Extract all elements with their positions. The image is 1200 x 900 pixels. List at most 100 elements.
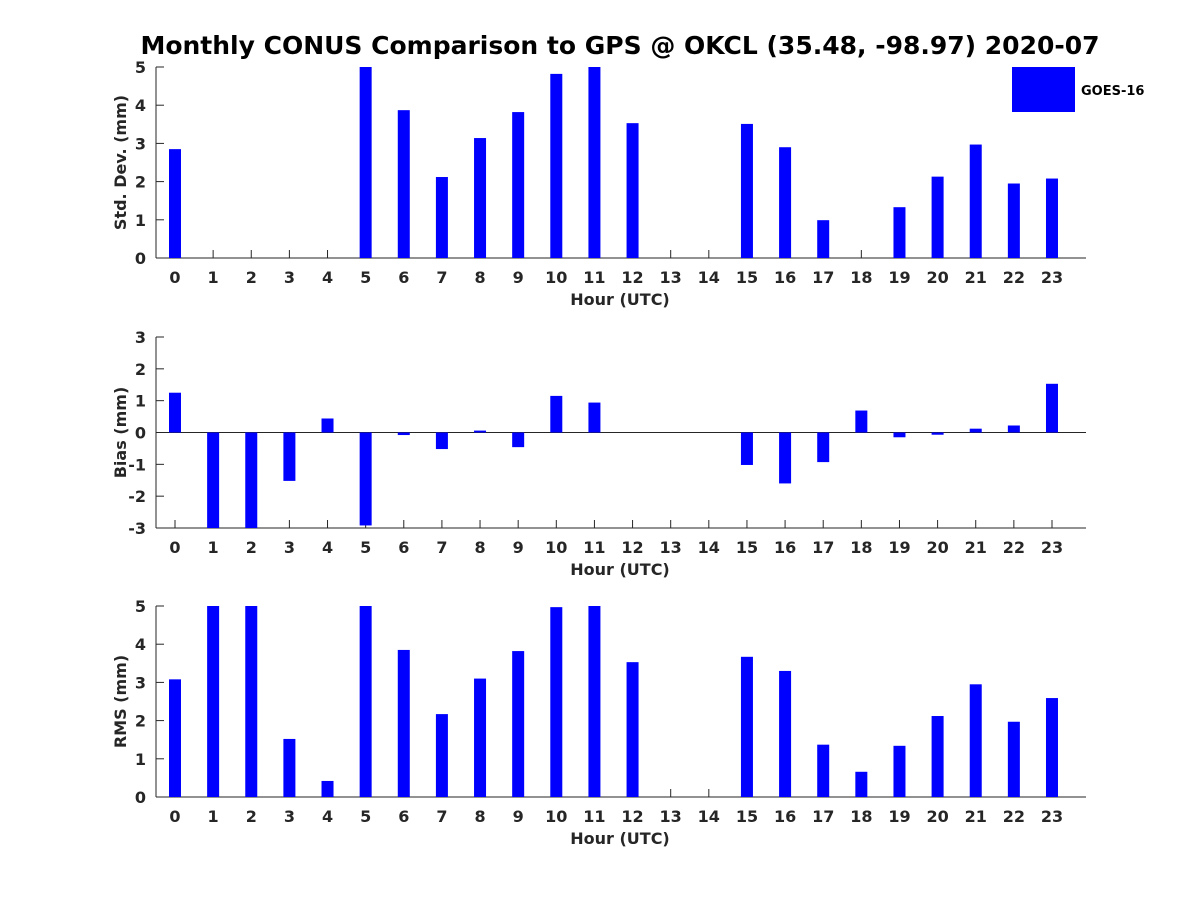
x-tick-label: 4 <box>322 807 333 826</box>
x-tick-label: 14 <box>698 268 720 287</box>
bar-hour-16 <box>779 670 792 797</box>
x-tick-label: 9 <box>513 807 524 826</box>
x-tick-label: 19 <box>888 268 910 287</box>
x-tick-label: 5 <box>360 268 371 287</box>
y-tick-label: 4 <box>135 635 146 654</box>
bar-hour-15 <box>740 432 753 465</box>
x-tick-label: 20 <box>926 807 948 826</box>
y-axis-label: Std. Dev. (mm) <box>111 95 130 230</box>
x-tick-label: 4 <box>322 538 333 557</box>
x-tick-label: 8 <box>474 268 485 287</box>
bar-hour-10 <box>550 395 563 433</box>
x-tick-label: 15 <box>736 807 758 826</box>
bar-hour-21 <box>969 684 982 797</box>
x-tick-label: 4 <box>322 268 333 287</box>
bar-hour-16 <box>779 147 792 258</box>
bar-hour-22 <box>1007 425 1020 433</box>
bar-hour-15 <box>740 656 753 797</box>
x-tick-label: 7 <box>436 538 447 557</box>
bar-hour-10 <box>550 73 563 258</box>
bar-hour-19 <box>893 745 906 797</box>
x-tick-label: 5 <box>360 807 371 826</box>
x-axis-label: Hour (UTC) <box>570 560 670 579</box>
bar-hour-3 <box>283 738 296 797</box>
x-tick-label: 6 <box>398 807 409 826</box>
x-tick-label: 7 <box>436 268 447 287</box>
bar-hour-3 <box>283 432 296 481</box>
x-tick-label: 0 <box>169 538 180 557</box>
x-tick-label: 20 <box>926 268 948 287</box>
x-tick-label: 15 <box>736 268 758 287</box>
x-tick-label: 1 <box>208 807 219 826</box>
bar-hour-20 <box>931 432 944 435</box>
bar-hour-17 <box>817 432 830 463</box>
legend-swatch <box>1012 67 1075 112</box>
x-tick-label: 13 <box>660 807 682 826</box>
x-tick-label: 17 <box>812 807 834 826</box>
x-tick-label: 0 <box>169 807 180 826</box>
x-tick-label: 16 <box>774 807 796 826</box>
bar-hour-18 <box>855 410 868 433</box>
y-tick-label: 2 <box>135 712 146 731</box>
bar-hour-7 <box>435 432 448 450</box>
bar-hour-12 <box>626 662 639 797</box>
x-tick-label: 6 <box>398 268 409 287</box>
x-tick-label: 3 <box>284 268 295 287</box>
x-tick-label: 2 <box>246 538 257 557</box>
bar-hour-11 <box>588 67 601 258</box>
x-tick-label: 13 <box>660 268 682 287</box>
x-tick-label: 12 <box>621 268 643 287</box>
bar-hour-4 <box>321 780 334 797</box>
bar-hour-1 <box>207 606 220 797</box>
bar-hour-20 <box>931 176 944 258</box>
x-tick-label: 16 <box>774 538 796 557</box>
x-tick-label: 18 <box>850 538 872 557</box>
bar-hour-2 <box>245 606 258 797</box>
bar-hour-0 <box>169 392 181 433</box>
y-tick-label: 2 <box>135 360 146 379</box>
bar-hour-22 <box>1007 183 1020 258</box>
x-tick-label: 0 <box>169 268 180 287</box>
bar-hour-0 <box>169 679 181 797</box>
bar-hour-7 <box>435 177 448 258</box>
bar-hour-23 <box>1045 178 1058 258</box>
x-tick-label: 23 <box>1041 538 1063 557</box>
bar-hour-9 <box>512 651 525 797</box>
y-tick-label: 0 <box>135 249 146 268</box>
x-tick-label: 23 <box>1041 268 1063 287</box>
bar-hour-8 <box>474 678 487 797</box>
x-tick-label: 1 <box>208 268 219 287</box>
x-tick-label: 22 <box>1003 807 1025 826</box>
x-tick-label: 11 <box>583 268 605 287</box>
y-tick-label: 2 <box>135 173 146 192</box>
bar-hour-6 <box>397 110 410 258</box>
x-tick-label: 11 <box>583 538 605 557</box>
y-axis-label: RMS (mm) <box>111 655 130 748</box>
y-tick-label: -2 <box>128 487 146 506</box>
y-tick-label: 5 <box>135 58 146 77</box>
x-tick-label: 3 <box>284 538 295 557</box>
x-tick-label: 21 <box>965 538 987 557</box>
x-tick-label: 12 <box>621 807 643 826</box>
x-tick-label: 17 <box>812 538 834 557</box>
x-tick-label: 18 <box>850 807 872 826</box>
y-axis-label: Bias (mm) <box>111 387 130 479</box>
y-tick-label: 3 <box>135 328 146 347</box>
y-tick-label: -1 <box>128 455 146 474</box>
bar-hour-23 <box>1045 383 1058 433</box>
x-axis-label: Hour (UTC) <box>570 829 670 848</box>
bar-hour-18 <box>855 771 868 797</box>
legend-label: GOES-16 <box>1081 84 1144 99</box>
x-tick-label: 17 <box>812 268 834 287</box>
x-tick-label: 19 <box>888 807 910 826</box>
bar-hour-22 <box>1007 721 1020 797</box>
x-tick-label: 10 <box>545 268 567 287</box>
legend: GOES-16 <box>1012 67 1144 112</box>
x-tick-label: 22 <box>1003 538 1025 557</box>
bar-hour-17 <box>817 220 830 258</box>
bar-hour-11 <box>588 402 601 433</box>
x-tick-label: 21 <box>965 268 987 287</box>
